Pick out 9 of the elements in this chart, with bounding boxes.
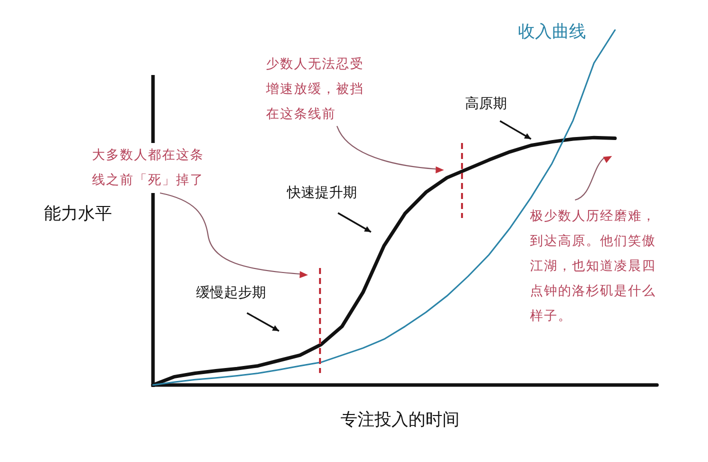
x-axis-title: 专注投入的时间 — [340, 409, 460, 431]
annotation: 缓慢起步期 — [196, 284, 266, 302]
series-label: 收入曲线 — [518, 21, 586, 43]
annotation: 极少数人历经磨难，到达高原。他们笑傲江湖，也知道凌晨四点钟的洛杉矶是什么样子。 — [530, 204, 658, 329]
annotation: 快速提升期 — [287, 184, 357, 202]
annotation: 高原期 — [465, 95, 507, 113]
y-axis-title: 能力水平 — [44, 203, 112, 225]
annotation: 少数人无法忍受增速放缓，被挡在这条线前 — [266, 52, 366, 127]
annotation: 大多数人都在这条线之前「死」掉了 — [92, 143, 206, 193]
